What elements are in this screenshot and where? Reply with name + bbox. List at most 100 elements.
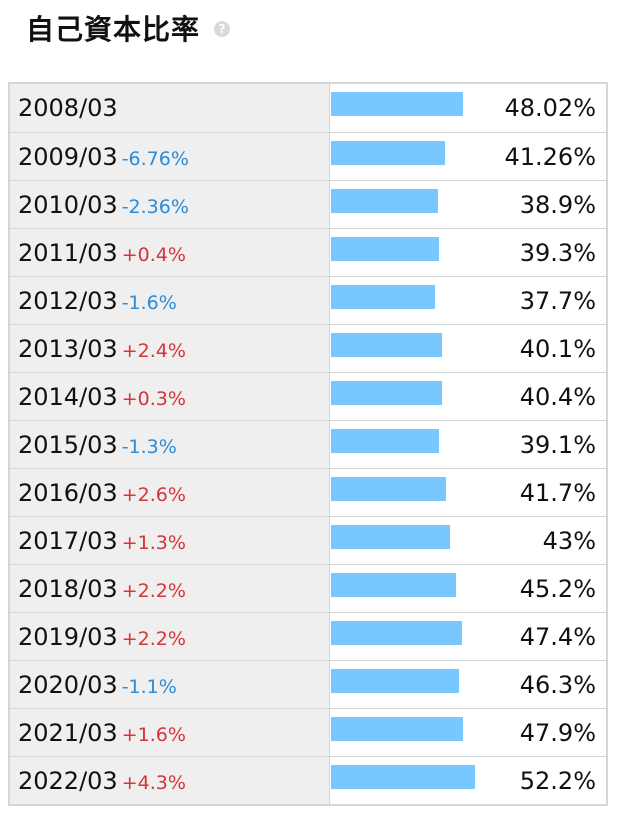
change-label: +4.3% [121,771,186,794]
value-label: 41.26% [504,142,596,171]
value-bar [331,717,463,741]
value-bar [331,669,459,693]
value-label: 48.02% [504,94,596,122]
chart-header: 自己資本比率 ? [26,8,231,48]
year-cell: 2015/03 -1.3% [10,421,330,468]
chart-title: 自己資本比率 [26,13,201,46]
value-bar [331,92,463,116]
value-label: 40.4% [519,382,596,411]
year-label: 2008/03 [18,94,118,122]
change-label: -6.76% [121,147,189,170]
year-cell: 2016/03 +2.6% [10,469,330,516]
year-label: 2021/03 [18,718,118,747]
table-row: 2022/03 +4.3% 52.2% [10,756,606,804]
bar-cell: 48.02% [330,84,606,132]
change-label: +2.4% [121,339,186,362]
bar-cell: 39.3% [330,229,606,276]
bar-cell: 38.9% [330,181,606,228]
bar-cell: 43% [330,517,606,564]
table-row: 2008/03 48.02% [10,84,606,132]
help-icon[interactable]: ? [214,21,231,37]
bar-cell: 45.2% [330,565,606,612]
table-row: 2021/03 +1.6% 47.9% [10,708,606,756]
bar-cell: 47.4% [330,613,606,660]
table-row: 2014/03 +0.3% 40.4% [10,372,606,420]
year-cell: 2012/03 -1.6% [10,277,330,324]
year-label: 2013/03 [18,334,118,363]
value-bar [331,189,438,213]
year-cell: 2014/03 +0.3% [10,373,330,420]
year-label: 2019/03 [18,622,118,651]
value-bar [331,477,446,501]
change-label: -1.1% [121,675,177,698]
table-row: 2015/03 -1.3% 39.1% [10,420,606,468]
bar-cell: 39.1% [330,421,606,468]
table-row: 2011/03 +0.4% 39.3% [10,228,606,276]
value-bar [331,621,462,645]
bar-cell: 37.7% [330,277,606,324]
value-bar [331,333,442,357]
bar-cell: 40.1% [330,325,606,372]
year-cell: 2011/03 +0.4% [10,229,330,276]
value-bar [331,525,450,549]
value-label: 43% [542,526,596,555]
value-label: 47.9% [519,718,596,747]
year-cell: 2013/03 +2.4% [10,325,330,372]
year-label: 2011/03 [18,238,118,267]
value-label: 45.2% [519,574,596,603]
year-cell: 2008/03 [10,84,330,132]
change-label: -1.3% [121,435,177,458]
year-label: 2012/03 [18,286,118,315]
table-row: 2010/03 -2.36% 38.9% [10,180,606,228]
bar-cell: 52.2% [330,757,606,804]
change-label: +0.4% [121,243,186,266]
year-label: 2016/03 [18,478,118,507]
change-label: +2.6% [121,483,186,506]
year-cell: 2010/03 -2.36% [10,181,330,228]
year-cell: 2020/03 -1.1% [10,661,330,708]
table-row: 2013/03 +2.4% 40.1% [10,324,606,372]
change-label: +1.6% [121,723,186,746]
value-bar [331,237,439,261]
table-row: 2019/03 +2.2% 47.4% [10,612,606,660]
table-row: 2017/03 +1.3% 43% [10,516,606,564]
year-cell: 2019/03 +2.2% [10,613,330,660]
year-cell: 2017/03 +1.3% [10,517,330,564]
year-cell: 2022/03 +4.3% [10,757,330,804]
value-label: 47.4% [519,622,596,651]
bar-cell: 40.4% [330,373,606,420]
value-bar [331,765,475,789]
value-label: 52.2% [519,766,596,795]
value-bar [331,429,439,453]
table-row: 2012/03 -1.6% 37.7% [10,276,606,324]
value-label: 40.1% [519,334,596,363]
bar-cell: 41.7% [330,469,606,516]
value-bar [331,381,442,405]
bar-cell: 41.26% [330,133,606,180]
equity-ratio-table: 2008/03 48.02% 2009/03 -6.76% 41.26% 2010/03-… [8,82,608,806]
change-label: -1.6% [121,291,177,314]
value-bar [331,573,456,597]
value-label: 46.3% [519,670,596,699]
table-row: 2020/03 -1.1% 46.3% [10,660,606,708]
year-cell: 2018/03 +2.2% [10,565,330,612]
value-label: 41.7% [519,478,596,507]
table-row: 2018/03 +2.2% 45.2% [10,564,606,612]
year-label: 2009/03 [18,142,118,171]
value-label: 39.3% [519,238,596,267]
value-label: 39.1% [519,430,596,459]
change-label: +0.3% [121,387,186,410]
value-label: 37.7% [519,286,596,315]
bar-cell: 47.9% [330,709,606,756]
change-label: +1.3% [121,531,186,554]
year-cell: 2021/03 +1.6% [10,709,330,756]
year-label: 2017/03 [18,526,118,555]
table-row: 2009/03 -6.76% 41.26% [10,132,606,180]
value-bar [331,141,445,165]
change-label: +2.2% [121,627,186,650]
value-bar [331,285,435,309]
year-label: 2018/03 [18,574,118,603]
change-label: +2.2% [121,579,186,602]
year-label: 2010/03 [18,190,118,219]
year-cell: 2009/03 -6.76% [10,133,330,180]
